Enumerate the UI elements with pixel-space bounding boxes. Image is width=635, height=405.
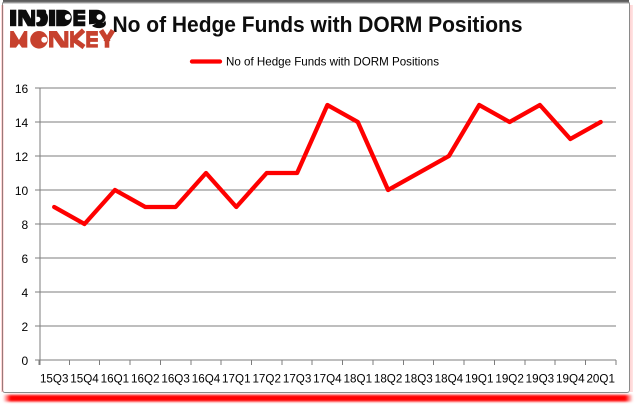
svg-text:14: 14: [15, 116, 29, 130]
svg-text:19Q1: 19Q1: [465, 372, 494, 386]
svg-text:0: 0: [22, 354, 29, 368]
svg-text:20Q1: 20Q1: [586, 372, 615, 386]
svg-text:16Q1: 16Q1: [101, 372, 130, 386]
svg-text:18Q4: 18Q4: [435, 372, 464, 386]
svg-text:No of Hedge Funds with DORM Po: No of Hedge Funds with DORM Positions: [113, 12, 523, 37]
svg-text:18Q2: 18Q2: [374, 372, 403, 386]
svg-text:18Q3: 18Q3: [404, 372, 433, 386]
svg-text:15Q3: 15Q3: [40, 372, 69, 386]
svg-text:16Q4: 16Q4: [192, 372, 221, 386]
svg-text:16: 16: [15, 82, 29, 96]
svg-text:10: 10: [15, 184, 29, 198]
svg-text:16Q3: 16Q3: [161, 372, 190, 386]
svg-text:19Q2: 19Q2: [495, 372, 524, 386]
svg-text:17Q1: 17Q1: [222, 372, 251, 386]
svg-text:2: 2: [22, 320, 29, 334]
svg-text:17Q2: 17Q2: [252, 372, 281, 386]
svg-text:15Q4: 15Q4: [70, 372, 99, 386]
svg-text:12: 12: [15, 150, 29, 164]
svg-text:17Q4: 17Q4: [313, 372, 342, 386]
svg-text:19Q3: 19Q3: [526, 372, 555, 386]
svg-text:16Q2: 16Q2: [131, 372, 160, 386]
svg-text:18Q1: 18Q1: [344, 372, 373, 386]
svg-text:No of Hedge Funds with DORM Po: No of Hedge Funds with DORM Positions: [226, 55, 439, 69]
svg-text:8: 8: [22, 218, 29, 232]
svg-text:6: 6: [22, 252, 29, 266]
svg-text:4: 4: [22, 286, 29, 300]
svg-text:17Q3: 17Q3: [283, 372, 312, 386]
svg-text:19Q4: 19Q4: [556, 372, 585, 386]
